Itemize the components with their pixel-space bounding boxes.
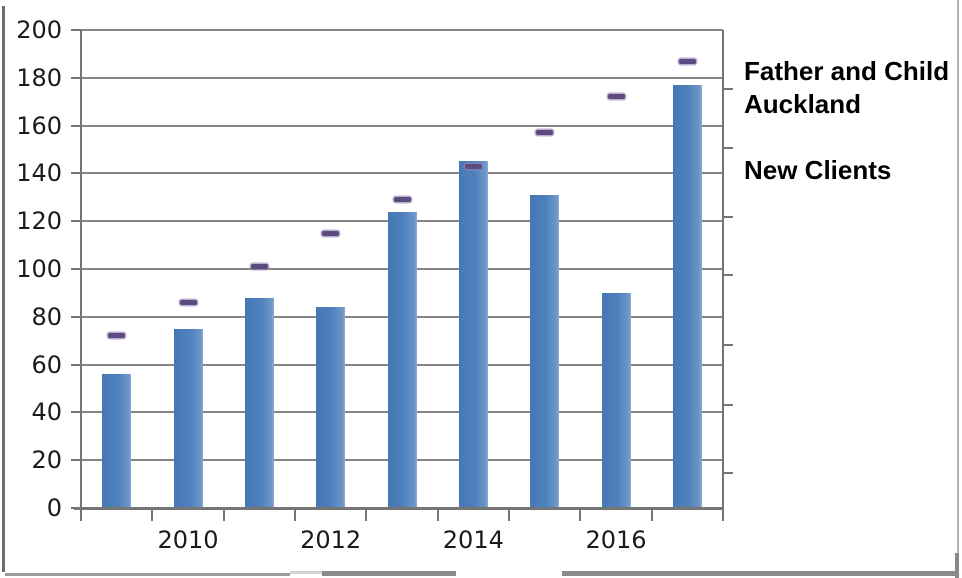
x-axis-tick (222, 508, 225, 521)
secondary-axis-tick (724, 216, 733, 218)
x-axis-tick-label: 2012 (300, 526, 362, 554)
secondary-axis-tick (724, 147, 733, 149)
y-axis-tick (71, 172, 81, 175)
secondary-axis-tick (724, 88, 733, 90)
y-axis-tick (71, 459, 81, 462)
bar-2017 (672, 85, 702, 508)
secondary-axis-tick (724, 344, 733, 346)
secondary-axis-tick (724, 404, 733, 406)
y-axis-tick (71, 268, 81, 270)
y-axis-tick (71, 76, 81, 79)
x-axis-tick (294, 508, 296, 521)
trend-dash-marker (179, 299, 197, 305)
x-axis-tick (80, 508, 82, 521)
trend-dash-marker (678, 58, 696, 64)
y-axis-tick-label: 100 (16, 255, 62, 283)
plot-right-border (722, 30, 724, 508)
annotation-line-2: Auckland (744, 89, 862, 119)
gridline (81, 29, 723, 31)
secondary-axis-tick (724, 274, 733, 276)
secondary-axis-tick (724, 472, 733, 474)
bar-2013 (387, 212, 417, 508)
x-axis-tick (365, 508, 368, 521)
chart-annotation-title: Father and Child Auckland (744, 55, 949, 121)
gridline (81, 124, 723, 127)
y-axis-tick (71, 363, 81, 366)
window-bottom-edge-segment (322, 571, 456, 576)
trend-dash-marker (536, 130, 554, 136)
y-axis-tick (71, 220, 81, 223)
y-axis-tick-label: 160 (16, 111, 62, 140)
x-axis-line (74, 507, 724, 510)
x-axis-tick (151, 508, 154, 521)
y-axis-tick-label: 0 (46, 494, 62, 522)
trend-dash-marker (322, 230, 340, 236)
x-axis-tick-label: 2014 (442, 526, 504, 554)
bar-2015 (530, 195, 560, 508)
bar-2009 (102, 374, 132, 508)
window-left-edge (2, 6, 5, 572)
y-axis-tick (71, 315, 81, 318)
x-axis-tick-label: 2016 (585, 526, 647, 554)
chart-annotation-subtitle: New Clients (744, 154, 891, 187)
bar-2010 (173, 329, 203, 508)
window-bottom-edge-segment (290, 571, 322, 574)
bar-2014 (458, 161, 488, 508)
y-axis-tick-label: 120 (16, 207, 62, 236)
x-axis-tick (579, 508, 582, 521)
x-axis-tick (436, 508, 439, 521)
trend-dash-marker (250, 264, 268, 270)
y-axis-tick-label: 20 (31, 446, 62, 475)
annotation-line-1: Father and Child (744, 56, 950, 86)
trend-dash-marker (464, 163, 482, 169)
y-axis-tick (71, 29, 81, 31)
x-axis-tick (650, 508, 653, 521)
x-axis-tick (722, 508, 724, 521)
x-axis-tick (508, 508, 510, 521)
y-axis-tick-label: 80 (31, 302, 62, 331)
y-axis-tick-label: 60 (31, 350, 62, 379)
y-axis-line (80, 30, 82, 521)
bar-2016 (601, 293, 631, 508)
gridline (81, 172, 723, 175)
window-bottom-edge-segment (562, 571, 958, 576)
annotation-line-3: New Clients (744, 155, 892, 185)
gridline (81, 76, 723, 79)
y-axis-tick-label: 200 (16, 16, 62, 44)
bar-2012 (316, 307, 346, 508)
window-bottom-edge-segment (5, 573, 290, 576)
bar-2011 (244, 298, 274, 508)
y-axis-tick (71, 411, 81, 414)
y-axis-tick-label: 180 (16, 63, 62, 92)
trend-dash-marker (607, 94, 625, 100)
window-corner-edge (955, 553, 959, 578)
trend-dash-marker (108, 333, 126, 339)
x-axis-tick-label: 2010 (157, 526, 219, 554)
y-axis-tick-label: 40 (31, 398, 62, 427)
y-axis-tick-label: 140 (16, 159, 62, 188)
trend-dash-marker (393, 197, 411, 203)
y-axis-tick (71, 124, 81, 127)
window-right-edge (957, 0, 959, 578)
